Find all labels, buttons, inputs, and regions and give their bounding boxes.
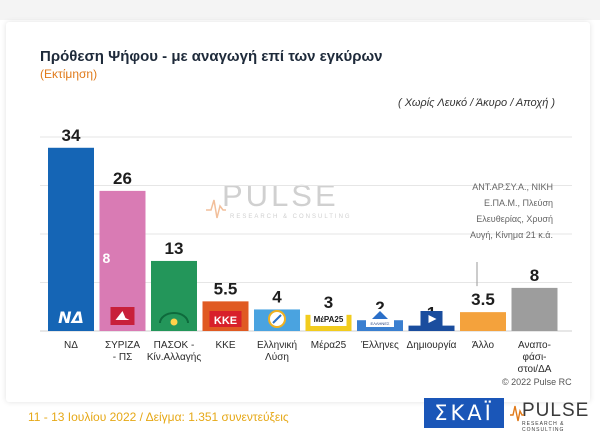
ellines-emblem-icon [372,311,388,319]
pulse-logo-title: PULSE [522,400,590,421]
category-label-line: Δημιουργία [407,339,457,351]
category-label: ΠΑΣΟΚ -Κίν.Αλλαγής [147,340,202,363]
nd-logo: ΝΔ [58,308,84,327]
chart-title: Πρόθεση Ψήφου - με αναγωγή επί των εγκύρ… [40,48,383,65]
mera25-logo [310,309,347,326]
others-note-line: ΑΝΤ.ΑΡ.ΣΥ.Α., ΝΙΚΗ [472,182,553,192]
category-label-line: ΠΑΣΟΚ - [154,340,195,351]
data-label: 3.5 [471,290,495,309]
skai-logo: ΣΚΑΪ [424,398,504,428]
pulse-wave-icon [206,199,226,219]
survey-footer: 11 - 13 Ιουλίου 2022 / Δείγμα: 1.351 συν… [28,410,289,424]
category-label: Έλληνες [360,340,399,351]
bar [460,312,506,331]
category-label: ΣΥΡΙΖΑ - ΠΣ [105,340,140,363]
pulse-logo-subtitle: RESEARCH & CONSULTING [522,421,565,433]
chart-note: ( Χωρίς Λευκό / Άκυρο / Αποχή ) [398,97,556,109]
category-label: Δημιουργία [407,339,457,351]
category-label: ΚΚΕ [215,340,235,351]
category-label: ΝΔ [64,340,78,351]
data-label: 2 [375,298,384,317]
sun-icon [170,318,178,326]
pulse-watermark: PULSE RESEARCH & CONSULTING [206,178,352,220]
mera25-logo-text: ΜέΡΑ25 [314,315,344,324]
category-label-line: Μέρα25 [311,339,347,351]
data-label: 3 [324,293,333,312]
pasok-logo [159,312,189,324]
arrow-icon [428,315,437,323]
category-label-line: ΚΚΕ [215,340,235,351]
category-label-line: στοι/ΔΑ [518,364,552,375]
others-note-line: Ελευθερίας, Χρυσή [476,214,553,224]
category-label-line: Κίν.Αλλαγής [147,351,202,363]
category-label-line: Αναπο- [518,340,551,351]
category-label-line: - ΠΣ [113,352,133,363]
category-label-line: Λύση [265,351,289,363]
category-label-line: ΣΥΡΙΖΑ [105,340,140,351]
category-label: Αναπο-φάσι-στοι/ΔΑ [518,340,552,375]
watermark-subtitle: RESEARCH & CONSULTING [230,214,352,220]
others-note: ΑΝΤ.ΑΡ.ΣΥ.Α., ΝΙΚΗ Ε.ΠΑ.Μ., Πλεύση Ελευθ… [418,179,553,243]
data-label: 4 [272,287,282,306]
data-label: 26 [113,169,132,188]
category-label-line: Άλλο [472,340,495,351]
syriza-inner-label: 8 [103,250,111,266]
star-icon [115,311,130,320]
category-label-line: φάσι- [523,351,547,363]
others-note-line: Ε.ΠΑ.Μ., Πλεύση [484,198,553,208]
top-strip [0,0,600,20]
others-note-line: Αυγή, Κίνημα 21 κ.ά. [469,230,553,240]
category-label-line: ΝΔ [64,340,78,351]
category-label: Ελληνική Λύση [257,339,297,363]
category-label: Άλλο [472,340,495,351]
chart-subtitle: (Εκτίμηση) [40,67,98,81]
compass-needle-icon [272,314,282,324]
ellines-logo-text: ΕΛΛΗΝΕΣ [371,321,390,326]
kke-logo [209,311,242,327]
data-label: 34 [62,126,81,145]
data-label: 5.5 [214,279,238,298]
category-label: Μέρα25 [311,339,347,351]
category-label-line: Ελληνική [257,339,297,351]
copyright: © 2022 Pulse RC [502,377,572,387]
data-label: 13 [165,239,184,258]
bar [511,287,558,331]
pulse-wave-icon [510,405,524,422]
bar [48,147,94,331]
bar [408,325,455,331]
pulse-logo: PULSE RESEARCH & CONSULTING [510,401,598,433]
category-label-line: Έλληνες [360,340,399,351]
data-label: 8 [530,266,539,285]
kke-logo-text: ΚΚΕ [214,315,237,327]
watermark-title: PULSE [222,178,339,213]
